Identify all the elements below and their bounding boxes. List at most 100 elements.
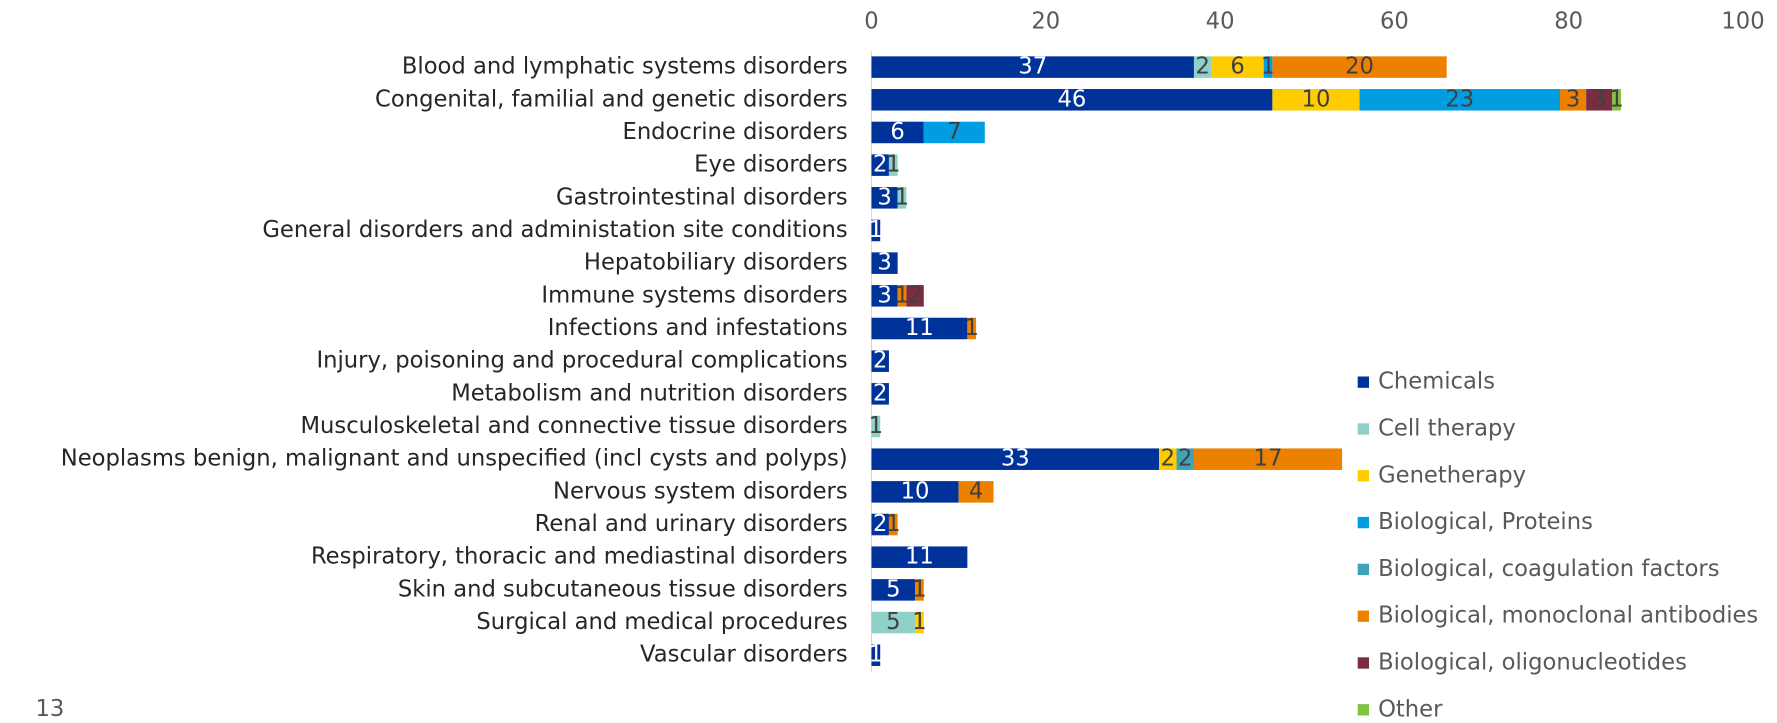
data-label: 3 — [877, 184, 891, 210]
bar-segment — [871, 644, 881, 666]
x-tick-label: 0 — [864, 8, 878, 34]
bar-segment — [1193, 448, 1343, 470]
bar-segment — [1193, 56, 1212, 78]
category-label: Nervous system disorders — [553, 478, 848, 504]
category-label: Immune systems disorders — [541, 282, 847, 308]
legend-swatch — [1357, 610, 1370, 622]
category-label: Musculoskeletal and connective tissue di… — [300, 413, 847, 439]
data-label: 1 — [965, 315, 979, 341]
bar-segment — [1176, 448, 1194, 470]
category-label: Injury, poisoning and procedural complic… — [316, 348, 847, 374]
data-label: 1 — [912, 609, 926, 635]
bar-segment — [897, 187, 907, 209]
bar-segment — [871, 481, 959, 503]
x-tick-label: 80 — [1554, 8, 1583, 34]
data-label: 2 — [873, 380, 887, 406]
legend-swatch — [1357, 704, 1370, 716]
legend-swatch — [1357, 423, 1370, 435]
data-label: 11 — [905, 315, 934, 341]
bar-segment — [871, 448, 1160, 470]
bar-segment — [888, 513, 898, 536]
data-label: 2 — [1178, 446, 1192, 472]
data-label: 17 — [1254, 446, 1283, 472]
legend-label: Genetherapy — [1378, 462, 1526, 488]
data-label: 1 — [895, 282, 909, 308]
category-label: Hepatobiliary disorders — [584, 250, 848, 276]
data-label: 6 — [890, 119, 904, 145]
data-label: 37 — [1018, 54, 1047, 80]
bar-segment — [1559, 89, 1587, 111]
category-label: Respiratory, thoracic and mediastinal di… — [311, 544, 848, 570]
data-label: 46 — [1058, 86, 1087, 112]
data-label: 1 — [869, 642, 883, 668]
category-label: Congenital, familial and genetic disorde… — [375, 86, 848, 112]
data-label: 1 — [912, 576, 926, 602]
legend-swatch — [1357, 563, 1370, 576]
bar-segment — [1211, 56, 1264, 78]
bar-segment — [871, 219, 881, 242]
data-label: 1 — [886, 511, 900, 537]
category-label: Neoplasms benign, malignant and unspecif… — [61, 446, 848, 472]
data-label: 1 — [869, 413, 883, 439]
data-label: 2 — [873, 348, 887, 374]
data-label: 5 — [886, 576, 900, 602]
x-tick-label: 40 — [1206, 8, 1235, 34]
legend-label: Other — [1378, 696, 1443, 719]
category-label: Skin and subcutaneous tissue disorders — [398, 576, 848, 602]
data-label: 3 — [1592, 86, 1606, 112]
data-label: 6 — [1230, 54, 1244, 80]
category-label: Endocrine disorders — [623, 119, 848, 145]
bar-segment — [1263, 56, 1273, 78]
data-label: 10 — [901, 478, 930, 504]
bar-segment — [871, 415, 881, 438]
category-label: Gastrointestinal disorders — [556, 184, 848, 210]
x-tick-label: 100 — [1721, 8, 1764, 34]
data-label: 1 — [1261, 54, 1275, 80]
data-label: 3 — [877, 282, 891, 308]
data-label: 1 — [895, 184, 909, 210]
data-label: 2 — [873, 152, 887, 178]
legend-swatch — [1357, 376, 1370, 388]
data-label: 1 — [1609, 86, 1623, 112]
data-label: 23 — [1445, 86, 1474, 112]
bar-segment — [871, 611, 916, 634]
bar-segment — [1586, 89, 1613, 111]
data-label: 10 — [1302, 86, 1331, 112]
data-label: 3 — [1566, 86, 1580, 112]
bar-segment — [888, 154, 898, 176]
bar-segment — [871, 154, 889, 176]
bar-segment — [906, 285, 924, 307]
bar-segment — [871, 350, 889, 372]
bar-segment — [871, 56, 1194, 78]
bar-segment — [871, 317, 968, 340]
data-label: 3 — [877, 250, 891, 276]
bar-segment — [1272, 89, 1360, 111]
page-number: 13 — [35, 696, 64, 719]
category-label: Blood and lymphatic systems disorders — [402, 54, 848, 80]
legend-label: Biological, oligonucleotides — [1378, 649, 1687, 675]
data-label: 20 — [1345, 54, 1374, 80]
data-label: 1 — [886, 152, 900, 178]
bar-segment — [897, 285, 907, 307]
legend-label: Biological, coagulation factors — [1378, 556, 1719, 582]
data-label: 7 — [947, 119, 961, 145]
legend-label: Biological, Proteins — [1378, 509, 1593, 535]
data-label: 1 — [869, 217, 883, 243]
bar-segment — [1159, 448, 1177, 470]
data-label: 4 — [969, 478, 983, 504]
bar-segment — [1272, 56, 1447, 78]
bar-segment — [958, 481, 994, 503]
x-tick-label: 20 — [1031, 8, 1060, 34]
bar-segment — [1612, 89, 1621, 111]
bar-segment — [967, 317, 977, 340]
legend-label: Biological, monoclonal antibodies — [1378, 603, 1758, 629]
bar-segment — [871, 285, 898, 307]
category-label: Infections and infestations — [548, 315, 848, 341]
bar-segment — [871, 187, 898, 209]
bar-segment — [871, 252, 898, 274]
category-label: General disorders and administation site… — [262, 217, 847, 243]
bar-segment — [915, 611, 924, 634]
legend-swatch — [1357, 516, 1370, 529]
category-label: Vascular disorders — [640, 642, 848, 668]
